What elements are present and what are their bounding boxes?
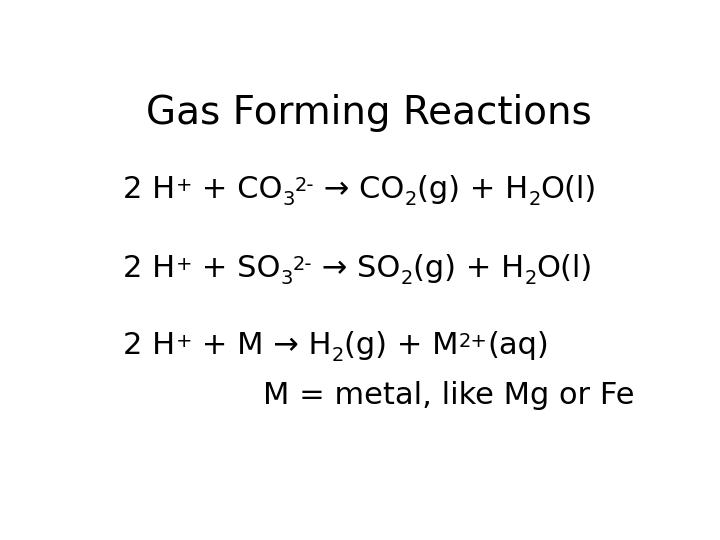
Text: +: + — [176, 255, 192, 274]
Text: (g) + H: (g) + H — [413, 254, 524, 283]
Text: 2 H: 2 H — [124, 331, 176, 360]
Text: 3: 3 — [283, 190, 295, 209]
Text: → CO: → CO — [315, 175, 405, 204]
Text: 2: 2 — [332, 346, 344, 365]
Text: Gas Forming Reactions: Gas Forming Reactions — [146, 94, 592, 132]
Text: + M → H: + M → H — [192, 331, 332, 360]
Text: + SO: + SO — [192, 254, 281, 283]
Text: O(l): O(l) — [541, 175, 597, 204]
Text: (g) + H: (g) + H — [417, 175, 528, 204]
Text: 2: 2 — [401, 269, 413, 288]
Text: (g) + M: (g) + M — [344, 331, 459, 360]
Text: 2: 2 — [524, 269, 536, 288]
Text: 2+: 2+ — [459, 332, 487, 351]
Text: 2: 2 — [405, 190, 417, 209]
Text: → SO: → SO — [312, 254, 401, 283]
Text: 2 H: 2 H — [124, 254, 176, 283]
Text: + CO: + CO — [192, 175, 283, 204]
Text: O(l): O(l) — [536, 254, 593, 283]
Text: +: + — [176, 332, 192, 351]
Text: 2-: 2- — [295, 176, 315, 195]
Text: 2 H: 2 H — [124, 175, 176, 204]
Text: 3: 3 — [281, 269, 293, 288]
Text: 2-: 2- — [293, 255, 312, 274]
Text: 2: 2 — [528, 190, 541, 209]
Text: M = metal, like Mg or Fe: M = metal, like Mg or Fe — [263, 381, 634, 410]
Text: (aq): (aq) — [487, 331, 549, 360]
Text: +: + — [176, 176, 192, 195]
